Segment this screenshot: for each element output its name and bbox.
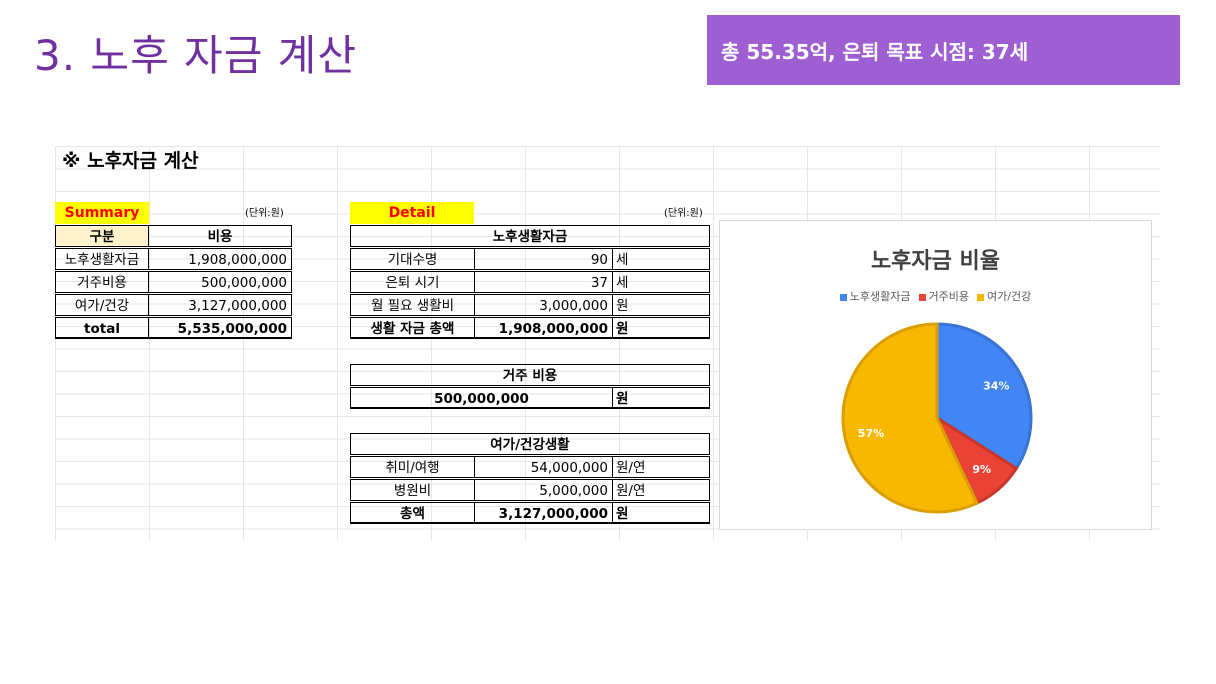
legend-item: 여가/건강 bbox=[977, 288, 1031, 304]
leisure-row-unit[interactable]: 원/연 bbox=[612, 479, 710, 501]
summary-total-name[interactable]: total bbox=[55, 317, 149, 339]
pie-data-label: 34% bbox=[983, 379, 1009, 392]
summary-row-value[interactable]: 3,127,000,000 bbox=[148, 294, 292, 316]
living-row-unit[interactable]: 원 bbox=[612, 294, 710, 316]
banner-text: 총 55.35억, 은퇴 목표 시점: 37세 bbox=[721, 39, 1029, 64]
living-row-name[interactable]: 기대수명 bbox=[350, 248, 475, 270]
leisure-table-title: 여가/건강생활 bbox=[350, 433, 710, 455]
leisure-row-name[interactable]: 취미/여행 bbox=[350, 456, 475, 478]
living-row-unit[interactable]: 세 bbox=[612, 248, 710, 270]
pie-data-label: 57% bbox=[858, 427, 884, 440]
summary-row-value[interactable]: 1,908,000,000 bbox=[148, 248, 292, 270]
legend-swatch bbox=[918, 293, 926, 301]
summary-banner: 총 55.35억, 은퇴 목표 시점: 37세 bbox=[707, 15, 1180, 85]
living-row-name[interactable]: 월 필요 생활비 bbox=[350, 294, 475, 316]
housing-value[interactable]: 500,000,000 bbox=[350, 387, 613, 409]
leisure-total-unit[interactable]: 원 bbox=[612, 502, 710, 524]
legend-label: 여가/건강 bbox=[987, 290, 1032, 303]
living-total-unit[interactable]: 원 bbox=[612, 317, 710, 339]
summary-header-cost: 비용 bbox=[148, 225, 292, 247]
living-table-title: 노후생활자금 bbox=[350, 225, 710, 247]
living-row-value[interactable]: 90 bbox=[474, 248, 613, 270]
legend-item: 거주비용 bbox=[918, 288, 970, 304]
living-row-unit[interactable]: 세 bbox=[612, 271, 710, 293]
summary-row-value[interactable]: 500,000,000 bbox=[148, 271, 292, 293]
living-total-value[interactable]: 1,908,000,000 bbox=[474, 317, 613, 339]
summary-row-name[interactable]: 거주비용 bbox=[55, 271, 149, 293]
summary-row-name[interactable]: 여가/건강 bbox=[55, 294, 149, 316]
leisure-row-name[interactable]: 병원비 bbox=[350, 479, 475, 501]
chart-title: 노후자금 비율 bbox=[870, 249, 1001, 274]
sheet-heading: ※ 노후자금 계산 bbox=[62, 150, 199, 172]
slide-title: 3. 노후 자금 계산 bbox=[34, 31, 357, 80]
housing-unit[interactable]: 원 bbox=[612, 387, 710, 409]
legend-label: 노후생활자금 bbox=[849, 290, 911, 303]
pie-chart[interactable]: 노후자금 비율 노후생활자금 거주비용 여가/건강 34% 9% 57% bbox=[719, 220, 1152, 530]
leisure-row-value[interactable]: 5,000,000 bbox=[474, 479, 613, 501]
summary-total-value[interactable]: 5,535,000,000 bbox=[148, 317, 292, 339]
summary-row-name[interactable]: 노후생활자금 bbox=[55, 248, 149, 270]
living-row-value[interactable]: 3,000,000 bbox=[474, 294, 613, 316]
pie-data-label: 9% bbox=[972, 463, 991, 476]
leisure-row-value[interactable]: 54,000,000 bbox=[474, 456, 613, 478]
living-row-name[interactable]: 은퇴 시기 bbox=[350, 271, 475, 293]
legend-item: 노후생활자금 bbox=[839, 288, 911, 304]
pie-svg: 34% 9% 57% bbox=[841, 322, 1033, 514]
chart-legend: 노후생활자금 거주비용 여가/건강 bbox=[720, 288, 1151, 304]
legend-swatch bbox=[977, 293, 985, 301]
housing-table-title: 거주 비용 bbox=[350, 364, 710, 386]
summary-label: Summary bbox=[55, 202, 149, 224]
detail-label: Detail bbox=[350, 202, 474, 224]
summary-header-category: 구분 bbox=[55, 225, 149, 247]
legend-swatch bbox=[839, 293, 847, 301]
leisure-total-value[interactable]: 3,127,000,000 bbox=[474, 502, 613, 524]
leisure-row-unit[interactable]: 원/연 bbox=[612, 456, 710, 478]
living-row-value[interactable]: 37 bbox=[474, 271, 613, 293]
legend-label: 거주비용 bbox=[928, 290, 970, 303]
detail-unit: (단위:원) bbox=[664, 208, 703, 219]
living-total-name[interactable]: 생활 자금 총액 bbox=[350, 317, 475, 339]
leisure-total-name[interactable]: 총액 bbox=[350, 502, 475, 524]
pie-slice[interactable] bbox=[841, 322, 980, 514]
summary-unit: (단위:원) bbox=[245, 208, 284, 219]
